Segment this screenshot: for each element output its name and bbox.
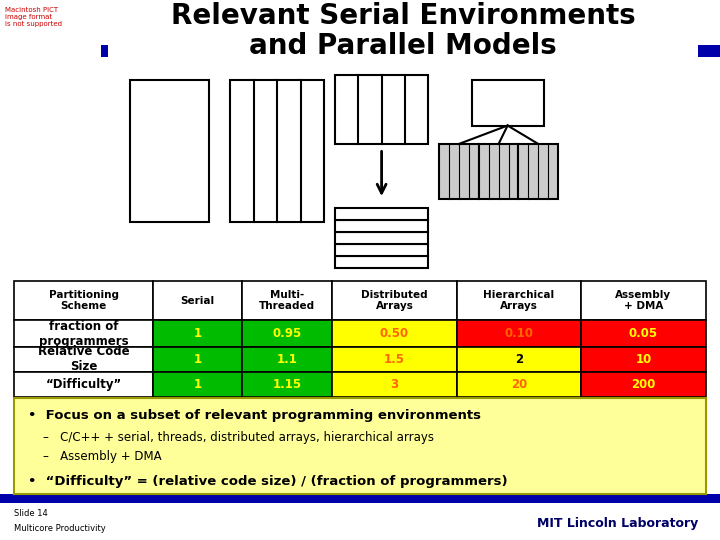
Text: 0.05: 0.05 [629,327,658,340]
Bar [456,281,581,320]
Text: •  “Difficulty” = (relative code size) / (fraction of programmers): • “Difficulty” = (relative code size) / … [28,475,508,488]
Text: Relevant Serial Environments: Relevant Serial Environments [171,2,636,30]
Text: and Parallel Models: and Parallel Models [249,32,557,60]
Bar [14,320,153,347]
Text: 0.50: 0.50 [380,327,409,340]
Bar [243,347,333,372]
Bar [456,320,581,347]
Bar [153,320,243,347]
Text: Distributed
Arrays: Distributed Arrays [361,290,428,312]
Bar [335,232,428,244]
Bar [130,79,209,222]
Text: 1: 1 [194,378,202,391]
Text: Multi-
Threaded: Multi- Threaded [259,290,315,312]
Text: 2: 2 [515,353,523,366]
Text: 20: 20 [511,378,527,391]
Bar [14,372,153,397]
Bar [581,281,706,320]
Bar [456,347,581,372]
Bar [581,320,706,347]
Bar [153,281,243,320]
Text: Serial: Serial [181,295,215,306]
Bar [335,208,428,220]
Text: MIT Lincoln Laboratory: MIT Lincoln Laboratory [537,517,698,530]
Text: 10: 10 [635,353,652,366]
Bar [335,244,428,256]
Bar [479,144,518,199]
Bar [333,372,456,397]
Text: 0.95: 0.95 [273,327,302,340]
Bar [456,372,581,397]
Bar [243,320,333,347]
Bar [230,79,324,222]
Bar [333,347,456,372]
Text: Hierarchical
Arrays: Hierarchical Arrays [483,290,554,312]
Bar [14,347,153,372]
Text: Relative Code
Size: Relative Code Size [37,346,130,374]
Text: 1.1: 1.1 [277,353,298,366]
Text: Multicore Productivity: Multicore Productivity [14,524,106,533]
Text: –   C/C++ + serial, threads, distributed arrays, hierarchical arrays: – C/C++ + serial, threads, distributed a… [28,431,434,444]
Bar [153,347,243,372]
Text: Slide 14: Slide 14 [14,509,48,518]
Text: •  Focus on a subset of relevant programming environments: • Focus on a subset of relevant programm… [28,409,481,422]
Bar [518,144,558,199]
Bar [581,347,706,372]
Text: –   Assembly + DMA: – Assembly + DMA [28,450,162,463]
Text: 200: 200 [631,378,656,391]
Bar [335,256,428,268]
Text: Assembly
+ DMA: Assembly + DMA [616,290,672,312]
Text: 0.10: 0.10 [505,327,534,340]
Text: Macintosh PICT
image format
is not supported: Macintosh PICT image format is not suppo… [5,7,62,27]
Text: 3: 3 [390,378,399,391]
Bar [439,144,479,199]
Bar [333,281,456,320]
Bar [333,320,456,347]
Bar [472,80,544,126]
Text: 1.5: 1.5 [384,353,405,366]
Bar [581,372,706,397]
Bar [243,372,333,397]
Bar [243,281,333,320]
Bar [335,220,428,232]
Bar [14,281,153,320]
Text: 1.15: 1.15 [273,378,302,391]
Text: Partitioning
Scheme: Partitioning Scheme [48,290,119,312]
Bar [335,75,428,144]
Text: 1: 1 [194,353,202,366]
Text: 1: 1 [194,327,202,340]
Bar [153,372,243,397]
Text: “Difficulty”: “Difficulty” [45,378,122,391]
Text: fraction of
programmers: fraction of programmers [39,320,128,348]
